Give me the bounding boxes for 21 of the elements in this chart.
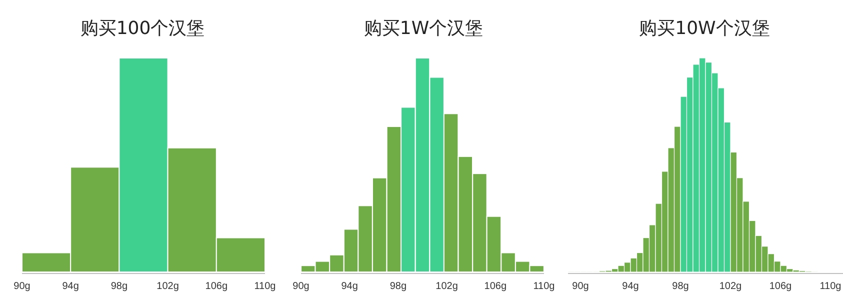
x-tick-label: 98g [672,281,689,292]
x-tick-label: 98g [390,281,407,292]
x-tick-label: 90g [572,281,589,292]
x-tick-label: 110g [820,281,842,292]
chart-title: 购买10W个汉堡 [639,18,770,39]
x-tick-label: 98g [110,281,128,292]
x-tick-label: 110g [533,281,555,292]
x-tick-label: 110g [254,281,276,292]
chart-title: 购买100个汉堡 [80,18,205,39]
x-tick-label: 102g [719,281,742,292]
x-tick-label: 94g [62,281,79,292]
chart-title: 购买1W个汉堡 [364,18,484,39]
x-tick-label: 106g [205,281,228,292]
x-tick-label: 106g [484,281,507,292]
x-tick-label: 90g [14,281,30,292]
x-tick-label: 94g [341,281,358,292]
x-tick-label: 106g [769,281,792,292]
x-tick-label: 102g [436,281,458,292]
x-tick-label: 102g [156,281,179,292]
x-tick-label: 90g [292,281,310,292]
x-tick-label: 94g [622,281,639,292]
